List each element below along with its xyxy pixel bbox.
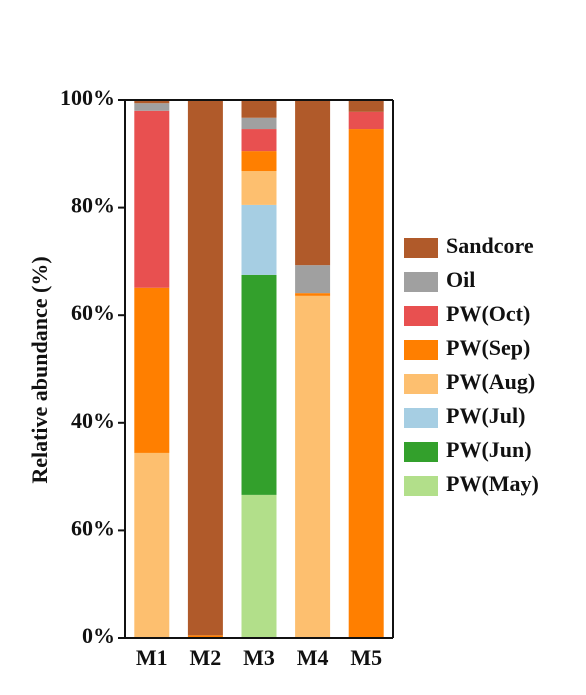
legend-swatch	[404, 442, 438, 462]
bar-segment	[134, 103, 170, 111]
x-tick-label: M4	[297, 645, 329, 670]
bar-segment	[241, 100, 277, 118]
y-tick-label: 100%	[60, 85, 115, 110]
bar-segment	[134, 287, 170, 453]
legend-swatch	[404, 476, 438, 496]
legend-label: PW(Oct)	[446, 301, 530, 326]
bar-segment	[295, 265, 331, 294]
bar-segment	[134, 100, 170, 104]
bar-segment	[187, 635, 223, 638]
legend-swatch	[404, 238, 438, 258]
bar-segment	[134, 110, 170, 288]
bar-segment	[241, 151, 277, 172]
legend-swatch	[404, 340, 438, 360]
bar-segment	[187, 100, 223, 636]
bar-segment	[241, 117, 277, 130]
y-tick-label: 0%	[82, 623, 115, 648]
bar-segment	[295, 293, 331, 296]
legend-label: Oil	[446, 267, 475, 292]
bar-segment	[348, 129, 384, 638]
bar-segment	[241, 494, 277, 638]
bar-segment	[348, 111, 384, 130]
y-tick-label: 80%	[71, 193, 115, 218]
legend-swatch	[404, 408, 438, 428]
legend-swatch	[404, 272, 438, 292]
y-tick-label: 60%	[71, 300, 115, 325]
y-tick-label: 60%	[71, 515, 115, 540]
bar-segment	[295, 295, 331, 638]
bar-segment	[134, 452, 170, 638]
legend-label: PW(Aug)	[446, 369, 535, 394]
legend-label: PW(Sep)	[446, 335, 530, 360]
y-axis-title: Relative abundance (%)	[27, 256, 52, 483]
y-tick-label: 40%	[71, 408, 115, 433]
bar-segment	[241, 274, 277, 495]
legend-swatch	[404, 374, 438, 394]
legend-label: PW(May)	[446, 471, 539, 496]
legend-label: PW(Jul)	[446, 403, 525, 428]
bar-segment	[241, 129, 277, 152]
x-tick-label: M1	[136, 645, 168, 670]
bar-segment	[241, 171, 277, 205]
bar-segment	[295, 100, 331, 266]
bar-segment	[241, 204, 277, 275]
x-tick-label: M2	[190, 645, 222, 670]
legend-label: Sandcore	[446, 233, 534, 258]
x-tick-label: M5	[350, 645, 382, 670]
bar-segment	[348, 100, 384, 112]
legend-swatch	[404, 306, 438, 326]
legend-label: PW(Jun)	[446, 437, 532, 462]
x-tick-label: M3	[243, 645, 275, 670]
